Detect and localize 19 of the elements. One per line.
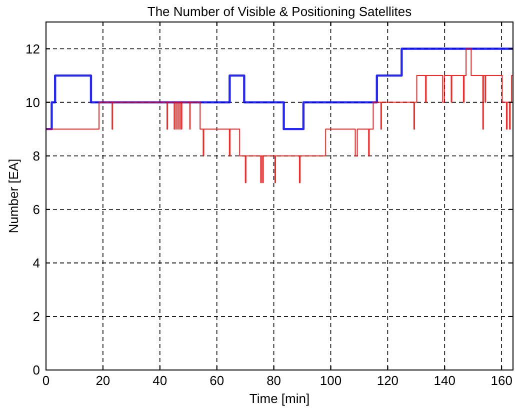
x-tick-label: 160	[490, 373, 512, 388]
x-tick-label: 0	[42, 373, 50, 388]
x-tick-label: 80	[266, 373, 282, 388]
y-tick-label: 4	[32, 255, 40, 270]
x-axis-title: Time [min]	[249, 391, 310, 406]
y-tick-label: 10	[26, 94, 40, 110]
y-tick-label: 8	[32, 148, 40, 164]
y-tick-label: 2	[32, 308, 40, 324]
x-tick-label: 60	[210, 373, 224, 388]
y-tick-label: 0	[32, 362, 40, 378]
x-tick-label: 40	[152, 373, 168, 388]
x-tick-label: 20	[96, 373, 110, 388]
x-tick-label: 120	[376, 373, 399, 388]
y-tick-label: 12	[26, 41, 40, 56]
y-tick-label: 6	[32, 202, 40, 217]
y-axis-title: Number [EA]	[6, 158, 21, 234]
x-tick-label: 140	[434, 373, 456, 388]
chart-title: The Number of Visible & Positioning Satellites	[147, 4, 412, 19]
x-tick-label: 100	[320, 373, 342, 388]
